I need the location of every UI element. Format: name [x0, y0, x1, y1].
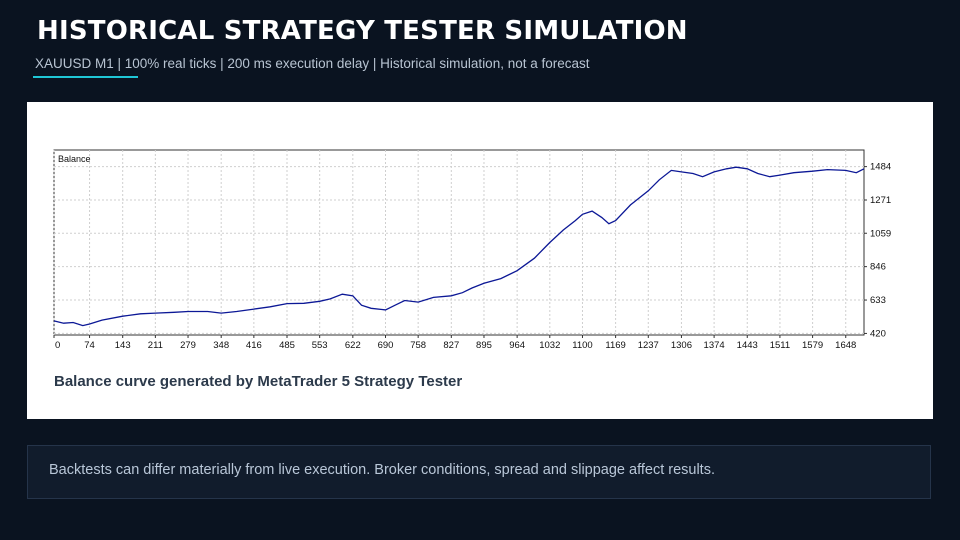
- x-tick-label: 895: [476, 340, 492, 351]
- balance-line: [53, 166, 865, 327]
- x-tick-label: 1443: [737, 340, 758, 351]
- chart-caption: Balance curve generated by MetaTrader 5 …: [54, 373, 463, 390]
- x-tick-label: 1306: [671, 340, 692, 351]
- x-tick-label: 827: [443, 340, 459, 351]
- page-subtitle: XAUUSD M1 | 100% real ticks | 200 ms exe…: [35, 56, 590, 71]
- plot-frame: [53, 149, 865, 336]
- x-tick-label: 143: [115, 340, 131, 351]
- balance-chart: 0 74 143 211 279 348 416 485 553 622 690 758 827 895 9…: [53, 149, 891, 351]
- y-tick-label: 420: [870, 328, 886, 339]
- disclaimer-text: Backtests can differ materially from liv…: [49, 462, 715, 478]
- x-tick-label: 1648: [835, 340, 856, 351]
- y-tick-label: 1484: [870, 162, 891, 173]
- x-tick-label: 0: [55, 340, 60, 351]
- x-tick-label: 1511: [770, 340, 790, 351]
- x-tick-label: 1237: [638, 340, 659, 351]
- x-tick-label: 1169: [605, 340, 625, 351]
- y-axis-ticks: 420 633 846 1059 1271 1484: [864, 162, 891, 339]
- x-tick-label: 1100: [572, 340, 592, 351]
- x-tick-label: 758: [410, 340, 426, 351]
- y-tick-label: 1059: [870, 228, 891, 239]
- x-tick-label: 622: [345, 340, 361, 351]
- x-tick-label: 348: [213, 340, 229, 351]
- x-tick-label: 690: [378, 340, 394, 351]
- y-tick-label: 1271: [870, 195, 891, 206]
- x-tick-label: 1032: [539, 340, 560, 351]
- disclaimer-box: Backtests can differ materially from liv…: [27, 445, 931, 499]
- x-tick-label: 1374: [704, 340, 725, 351]
- y-tick-label: 846: [870, 262, 886, 273]
- chart-title: Balance: [58, 154, 91, 164]
- page-title: HISTORICAL STRATEGY TESTER SIMULATION: [37, 16, 688, 46]
- x-axis-ticks: 0 74 143 211 279 348 416 485 553 622 690 758 827 895 9…: [53, 335, 856, 351]
- x-tick-label: 416: [246, 340, 262, 351]
- x-tick-label: 485: [279, 340, 295, 351]
- x-tick-label: 553: [312, 340, 328, 351]
- x-tick-label: 964: [509, 340, 525, 351]
- y-tick-label: 633: [870, 295, 886, 306]
- x-tick-label: 74: [84, 340, 95, 351]
- x-tick-label: 279: [180, 340, 196, 351]
- x-tick-label: 1579: [802, 340, 823, 351]
- accent-underline: [33, 76, 138, 78]
- x-tick-label: 211: [148, 340, 163, 351]
- chart-panel: 0 74 143 211 279 348 416 485 553 622 690 758 827 895 9…: [27, 102, 933, 419]
